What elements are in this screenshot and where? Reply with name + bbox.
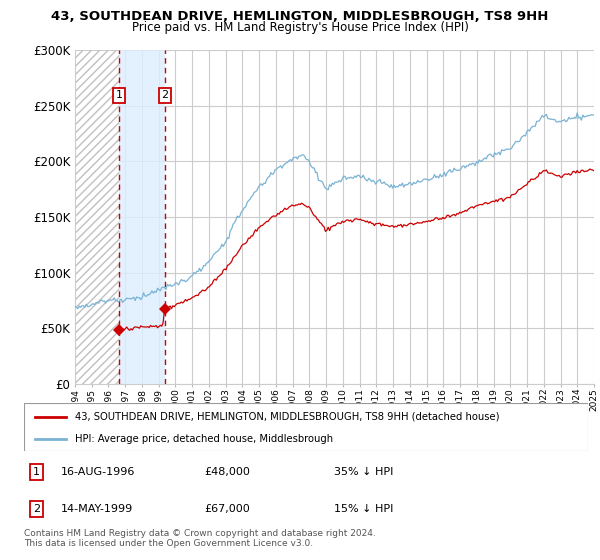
Text: £67,000: £67,000 [205,504,250,514]
Text: Price paid vs. HM Land Registry's House Price Index (HPI): Price paid vs. HM Land Registry's House … [131,21,469,34]
Text: 1: 1 [33,467,40,477]
FancyBboxPatch shape [24,403,588,451]
Text: HPI: Average price, detached house, Middlesbrough: HPI: Average price, detached house, Midd… [75,434,333,444]
Bar [119,50,165,384]
Text: 43, SOUTHDEAN DRIVE, HEMLINGTON, MIDDLESBROUGH, TS8 9HH: 43, SOUTHDEAN DRIVE, HEMLINGTON, MIDDLES… [52,10,548,23]
Text: 14-MAY-1999: 14-MAY-1999 [61,504,133,514]
Text: 2: 2 [161,90,169,100]
Text: 35% ↓ HPI: 35% ↓ HPI [334,467,394,477]
Text: 16-AUG-1996: 16-AUG-1996 [61,467,135,477]
Text: 2: 2 [33,504,40,514]
Text: Contains HM Land Registry data © Crown copyright and database right 2024.: Contains HM Land Registry data © Crown c… [24,529,376,538]
Text: 1: 1 [115,90,122,100]
Text: This data is licensed under the Open Government Licence v3.0.: This data is licensed under the Open Gov… [24,539,313,548]
Text: 43, SOUTHDEAN DRIVE, HEMLINGTON, MIDDLESBROUGH, TS8 9HH (detached house): 43, SOUTHDEAN DRIVE, HEMLINGTON, MIDDLES… [75,412,499,422]
Text: 15% ↓ HPI: 15% ↓ HPI [334,504,394,514]
Text: £48,000: £48,000 [205,467,250,477]
